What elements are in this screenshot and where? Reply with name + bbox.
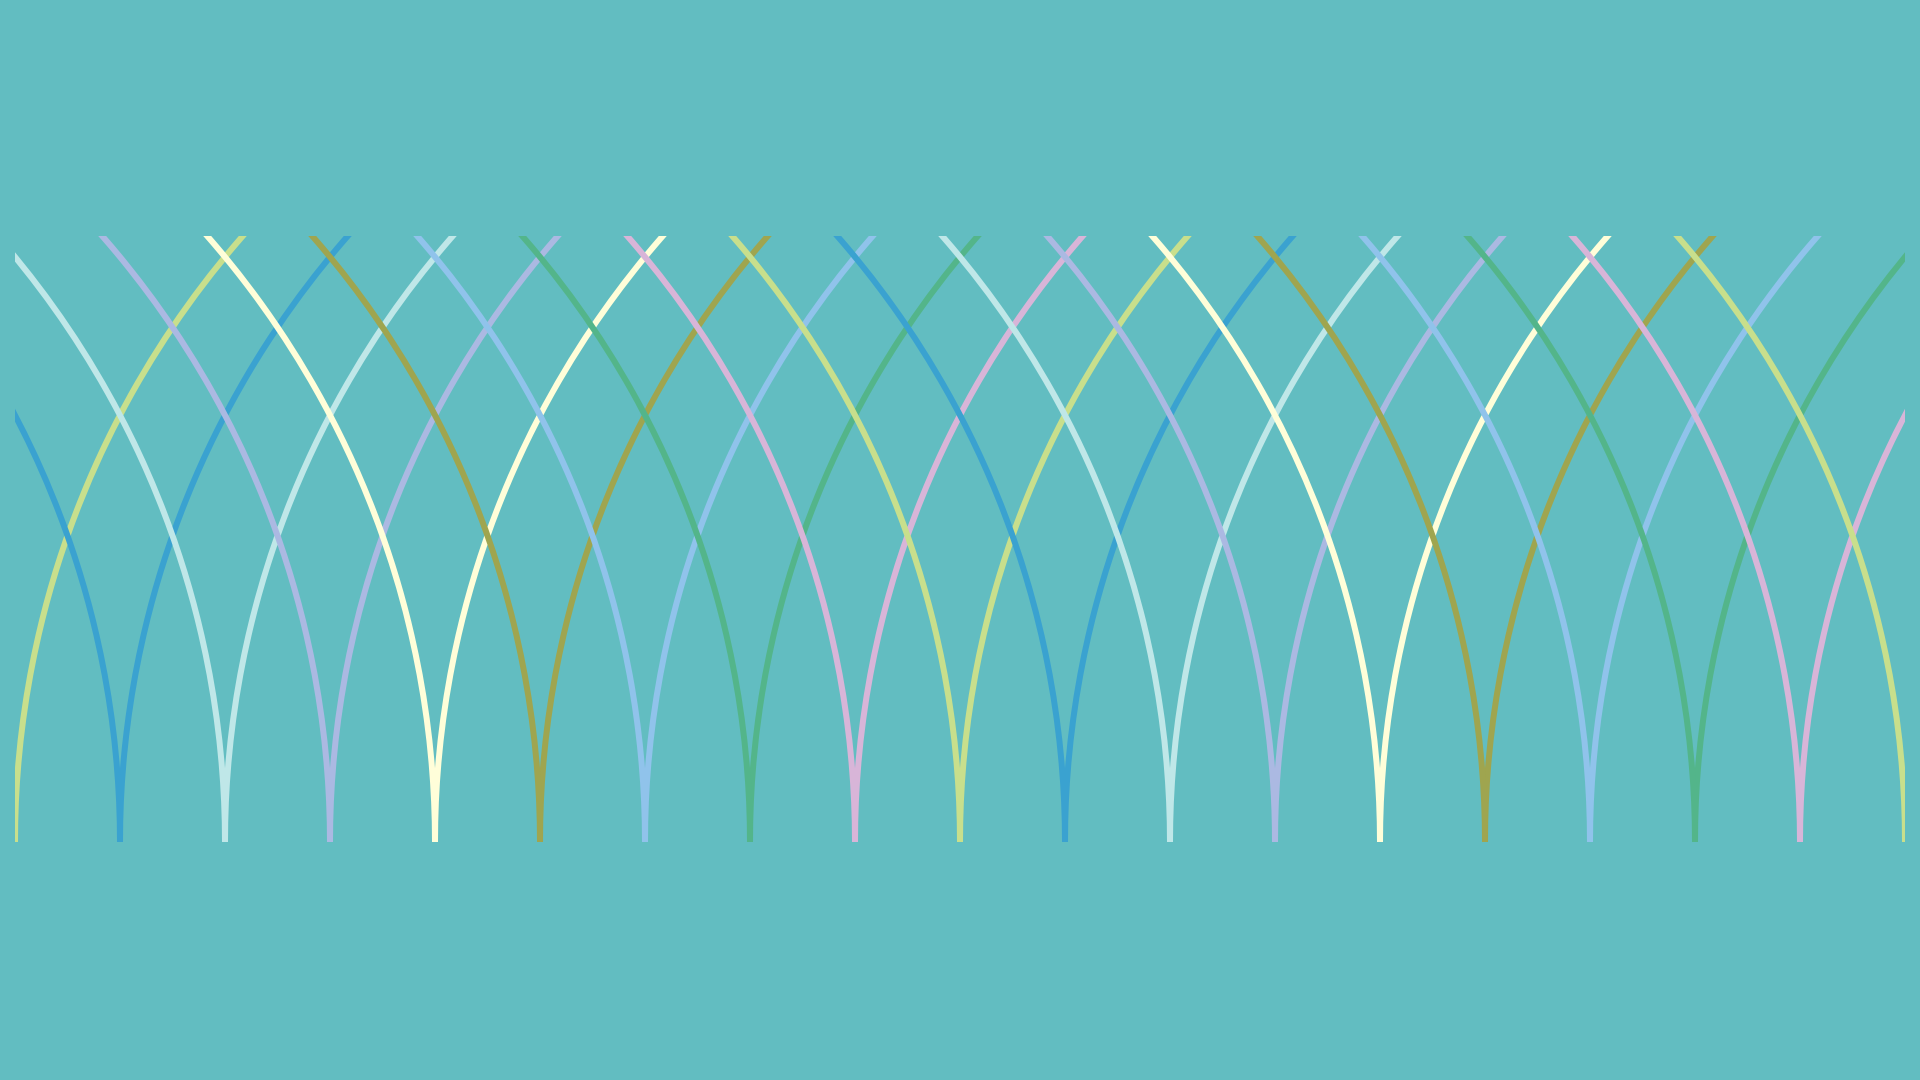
arch-stroke-right-11 xyxy=(1167,236,1402,843)
arch-stroke-right-5 xyxy=(537,236,772,843)
arch-stroke-right-6 xyxy=(642,236,877,843)
arch-stroke-right-14 xyxy=(1482,236,1717,843)
arch-stroke-right-17 xyxy=(1797,408,1905,843)
arch-stroke-right-9 xyxy=(957,236,1192,843)
arch-stroke-right-7 xyxy=(747,236,982,843)
arch-stroke-left-9 xyxy=(728,236,963,843)
arch-stroke-left-16 xyxy=(1463,236,1698,843)
arch-stroke-left-15 xyxy=(1358,236,1593,843)
arch-stroke-left-18 xyxy=(1673,236,1905,843)
arch-stroke-right-8 xyxy=(852,236,1087,843)
arch-stroke-right-2 xyxy=(222,236,457,843)
arch-stroke-left-11 xyxy=(938,236,1173,843)
arch-stroke-left-13 xyxy=(1148,236,1383,843)
arch-stroke-left-12 xyxy=(1043,236,1278,843)
arch-stroke-left-6 xyxy=(413,236,648,843)
arch-stroke-left-1 xyxy=(15,408,123,843)
arch-stroke-left-10 xyxy=(833,236,1068,843)
arch-stroke-left-17 xyxy=(1568,236,1803,843)
arch-stroke-right-1 xyxy=(117,236,352,843)
arch-stroke-right-13 xyxy=(1377,236,1612,843)
arch-stroke-right-15 xyxy=(1587,236,1822,843)
arch-stroke-left-5 xyxy=(308,236,543,843)
arch-stroke-left-7 xyxy=(518,236,753,843)
arch-stroke-left-8 xyxy=(623,236,858,843)
arch-stroke-right-4 xyxy=(432,236,667,843)
arch-stroke-left-4 xyxy=(203,236,438,843)
arch-stroke-right-0 xyxy=(15,236,247,843)
arch-stroke-left-2 xyxy=(15,252,228,843)
arch-stroke-left-14 xyxy=(1253,236,1488,843)
arch-stroke-right-3 xyxy=(327,236,562,843)
arch-stroke-right-12 xyxy=(1272,236,1507,843)
arch-layer xyxy=(15,236,1905,843)
arch-stroke-right-10 xyxy=(1062,236,1297,843)
arch-stroke-left-3 xyxy=(98,236,333,843)
arch-stroke-right-16 xyxy=(1692,252,1905,843)
